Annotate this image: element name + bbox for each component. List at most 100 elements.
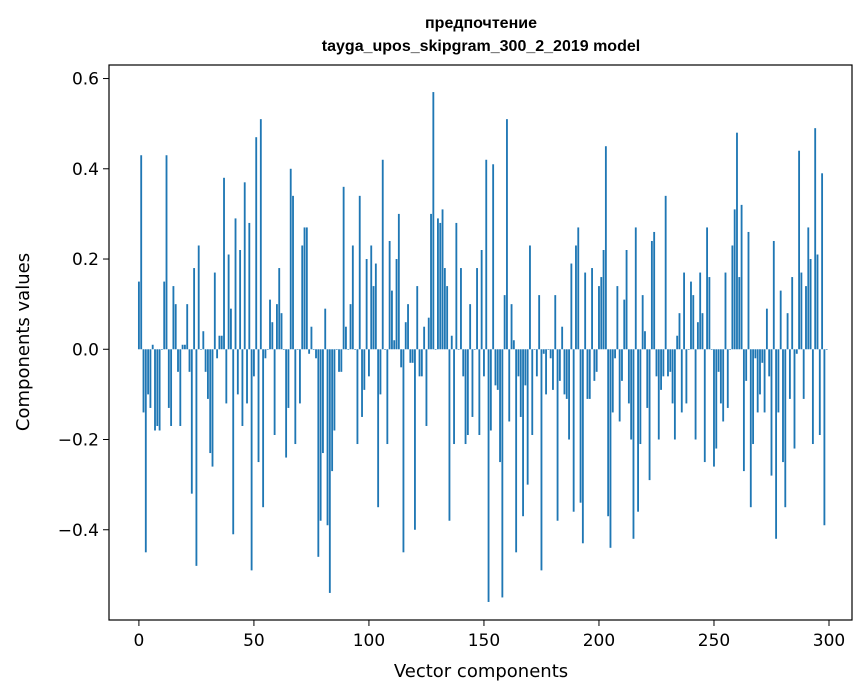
bar: [186, 304, 189, 350]
bar: [627, 349, 630, 404]
bar: [542, 349, 545, 354]
x-tick-label: 300: [813, 631, 845, 651]
bar: [154, 349, 156, 431]
bar: [310, 326, 313, 350]
bar: [278, 268, 281, 350]
bars-group: [137, 92, 828, 602]
bar: [788, 349, 791, 399]
bar: [634, 227, 637, 350]
bar: [561, 326, 564, 350]
y-tick-label: 0.6: [72, 70, 99, 90]
bar: [611, 349, 614, 413]
bar: [280, 313, 283, 350]
bar: [331, 349, 334, 472]
bar: [512, 340, 515, 350]
bar: [374, 263, 377, 350]
bar: [701, 313, 704, 350]
bar: [358, 195, 361, 350]
bar: [483, 349, 485, 377]
bar: [687, 349, 690, 350]
bar: [639, 349, 642, 445]
bar: [554, 295, 557, 350]
bar: [365, 259, 368, 350]
bar: [241, 349, 244, 426]
bar: [650, 240, 653, 350]
bar: [811, 349, 814, 445]
bar: [273, 349, 276, 435]
bar: [754, 349, 757, 359]
bar: [345, 326, 347, 350]
chart-title: предпочтение: [425, 15, 537, 32]
bar: [285, 349, 288, 458]
bar: [770, 349, 773, 476]
bar: [354, 349, 357, 350]
bar: [181, 344, 184, 350]
bar: [563, 349, 566, 395]
bar: [768, 349, 771, 377]
bar: [588, 349, 591, 399]
bar: [818, 349, 821, 435]
bar: [393, 340, 396, 350]
bar: [616, 286, 619, 350]
bar: [430, 213, 432, 350]
bar: [598, 286, 600, 350]
bar: [602, 250, 605, 350]
bar: [453, 349, 455, 445]
bar: [699, 272, 702, 350]
bar: [269, 299, 271, 350]
bar: [328, 349, 331, 593]
bar: [653, 231, 656, 350]
bar: [384, 349, 386, 350]
bar: [763, 349, 766, 413]
bar: [549, 349, 552, 359]
bar: [742, 349, 745, 472]
bar: [248, 222, 251, 350]
bar: [232, 349, 235, 535]
bar: [614, 349, 616, 359]
bar: [230, 308, 232, 350]
bar: [535, 349, 538, 377]
x-axis-ticks: 0 50 100 150 200 250 300: [133, 620, 845, 651]
bar: [501, 349, 504, 598]
bar: [457, 349, 460, 350]
bar: [370, 245, 373, 350]
bar: [729, 349, 731, 350]
bar: [487, 349, 490, 602]
x-axis-label: Vector components: [394, 661, 568, 682]
bar: [623, 299, 626, 350]
bar: [657, 349, 660, 440]
bar: [377, 349, 380, 508]
bar: [591, 268, 593, 350]
bar: [296, 349, 299, 350]
bar: [625, 250, 628, 350]
bar: [462, 349, 465, 377]
bar: [779, 290, 782, 350]
bar: [529, 245, 531, 350]
bar: [800, 272, 803, 350]
bar: [266, 349, 269, 350]
bar: [289, 168, 292, 350]
bar: [450, 335, 453, 350]
y-axis-ticks: −0.4 −0.2 0.0 0.2 0.4 0.6: [58, 70, 109, 541]
bar: [673, 349, 676, 440]
bar: [276, 304, 278, 350]
y-tick-label: 0.4: [72, 160, 99, 180]
bar: [692, 295, 695, 350]
bar: [660, 349, 662, 390]
x-tick-label: 150: [468, 631, 500, 651]
bar: [775, 349, 778, 539]
bar: [745, 349, 748, 381]
bar: [411, 349, 414, 363]
bar: [809, 259, 812, 350]
bar: [609, 349, 612, 548]
bar: [414, 349, 416, 530]
bar: [209, 349, 212, 454]
bar: [581, 349, 584, 544]
bar: [287, 349, 290, 408]
bar: [303, 227, 306, 350]
bar: [404, 322, 407, 350]
bar: [312, 349, 315, 350]
bar: [147, 349, 150, 395]
